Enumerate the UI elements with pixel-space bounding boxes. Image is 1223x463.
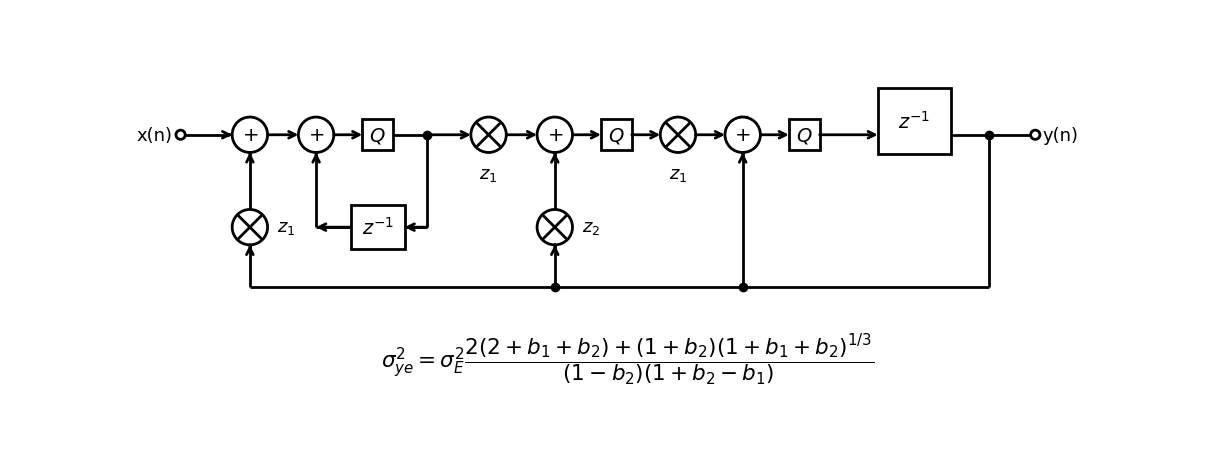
Circle shape bbox=[537, 118, 572, 153]
Bar bbox=[351, 206, 405, 250]
Bar bbox=[362, 120, 393, 151]
Circle shape bbox=[232, 210, 268, 245]
Circle shape bbox=[298, 118, 334, 153]
Text: $Q$: $Q$ bbox=[369, 125, 386, 145]
Text: $+$: $+$ bbox=[308, 126, 324, 144]
Text: $z_1$: $z_1$ bbox=[669, 165, 687, 183]
Text: $z_2$: $z_2$ bbox=[582, 219, 600, 237]
Text: $+$: $+$ bbox=[735, 126, 751, 144]
Text: $+$: $+$ bbox=[547, 126, 563, 144]
Circle shape bbox=[471, 118, 506, 153]
Text: $+$: $+$ bbox=[242, 126, 258, 144]
Text: $z^{-1}$: $z^{-1}$ bbox=[899, 111, 931, 132]
Text: $Q$: $Q$ bbox=[608, 125, 625, 145]
Circle shape bbox=[176, 131, 185, 140]
Text: x(n): x(n) bbox=[137, 126, 172, 144]
Text: $Q$: $Q$ bbox=[796, 125, 812, 145]
Text: y(n): y(n) bbox=[1043, 126, 1079, 144]
Bar bbox=[600, 120, 632, 151]
Circle shape bbox=[537, 210, 572, 245]
Bar bbox=[789, 120, 819, 151]
Text: $\sigma^2_{ye} = \sigma^2_E\dfrac{2(2+b_1+b_2)+(1+b_2)(1+b_1+b_2)^{1/3}}{(1-b_2): $\sigma^2_{ye} = \sigma^2_E\dfrac{2(2+b_… bbox=[380, 332, 873, 388]
Circle shape bbox=[725, 118, 761, 153]
Text: $z^{-1}$: $z^{-1}$ bbox=[362, 217, 394, 238]
Circle shape bbox=[232, 118, 268, 153]
Circle shape bbox=[660, 118, 696, 153]
Text: $z_1$: $z_1$ bbox=[479, 165, 498, 183]
Text: $-$: $-$ bbox=[736, 107, 750, 122]
Bar bbox=[878, 89, 951, 154]
Text: $z_1$: $z_1$ bbox=[276, 219, 295, 237]
Circle shape bbox=[1031, 131, 1040, 140]
